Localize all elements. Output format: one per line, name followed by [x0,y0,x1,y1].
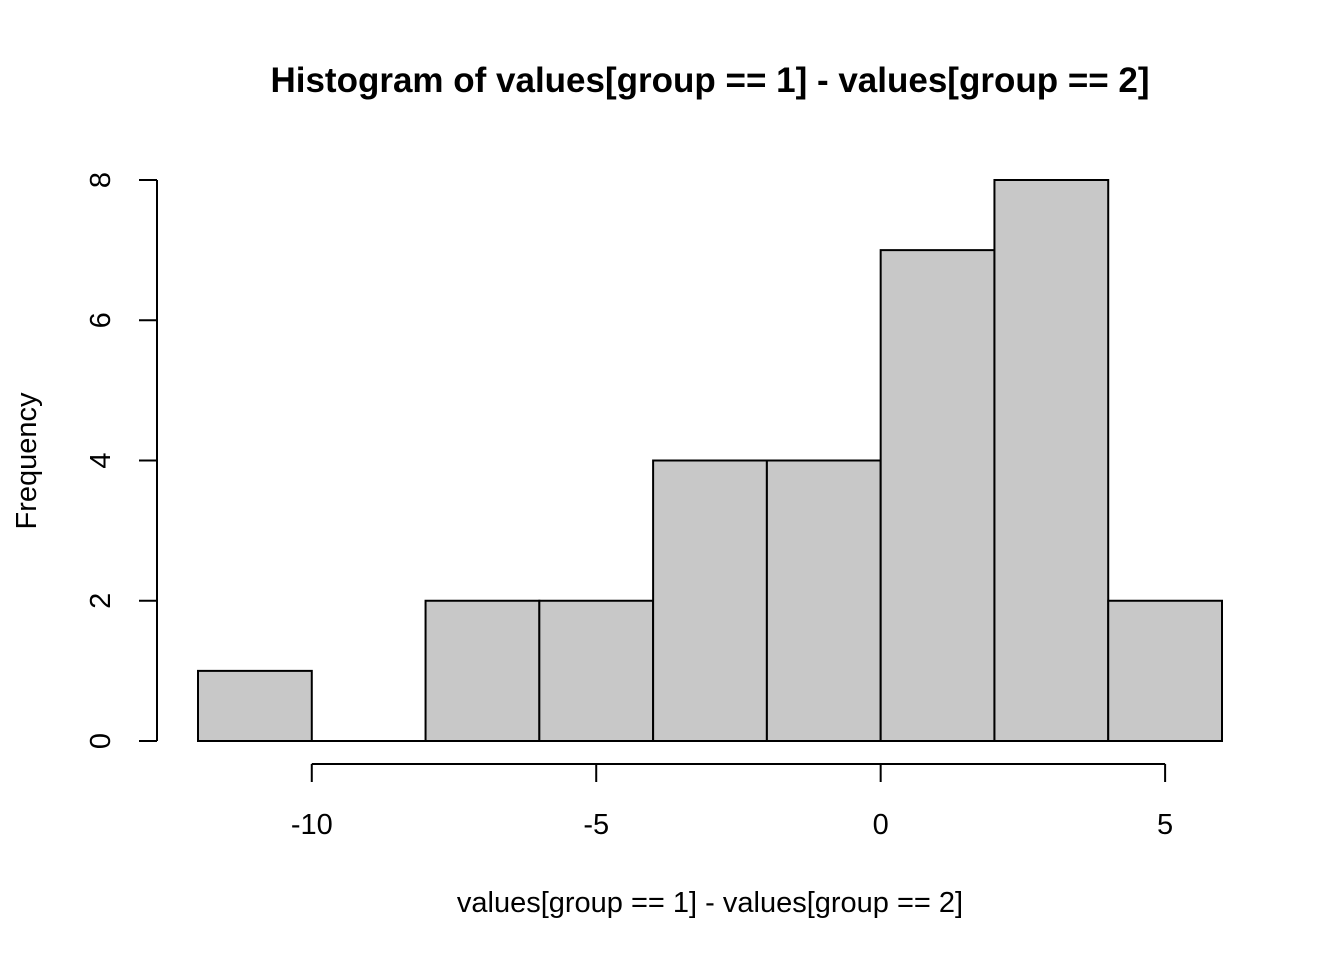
x-tick-label: -10 [291,809,333,841]
histogram-bar [765,459,882,742]
x-axis-label: values[group == 1] - values[group == 2] [457,887,963,919]
histogram-bars [197,179,1223,742]
x-tick-label: 5 [1157,809,1173,841]
y-tick-label: 4 [85,452,117,468]
y-tick-label: 0 [85,733,117,749]
chart-title: Histogram of values[group == 1] - values… [270,61,1149,100]
histogram-bar [652,459,768,742]
histogram-bar [424,599,541,742]
y-tick-label: 8 [85,172,117,188]
histogram-bar [993,179,1110,742]
histogram-bar [1107,599,1223,742]
x-tick-label: 0 [873,809,889,841]
y-tick-label: 2 [85,593,117,609]
y-axis: 0 2 4 6 8 [85,172,158,749]
y-axis-label: Frequency [11,392,43,530]
y-tick-label: 6 [85,312,117,328]
x-axis: -10 -5 0 5 [291,763,1173,841]
histogram-bar [538,599,655,742]
x-tick-label: -5 [583,809,609,841]
histogram-bar [879,249,996,742]
histogram-bar [197,669,313,742]
